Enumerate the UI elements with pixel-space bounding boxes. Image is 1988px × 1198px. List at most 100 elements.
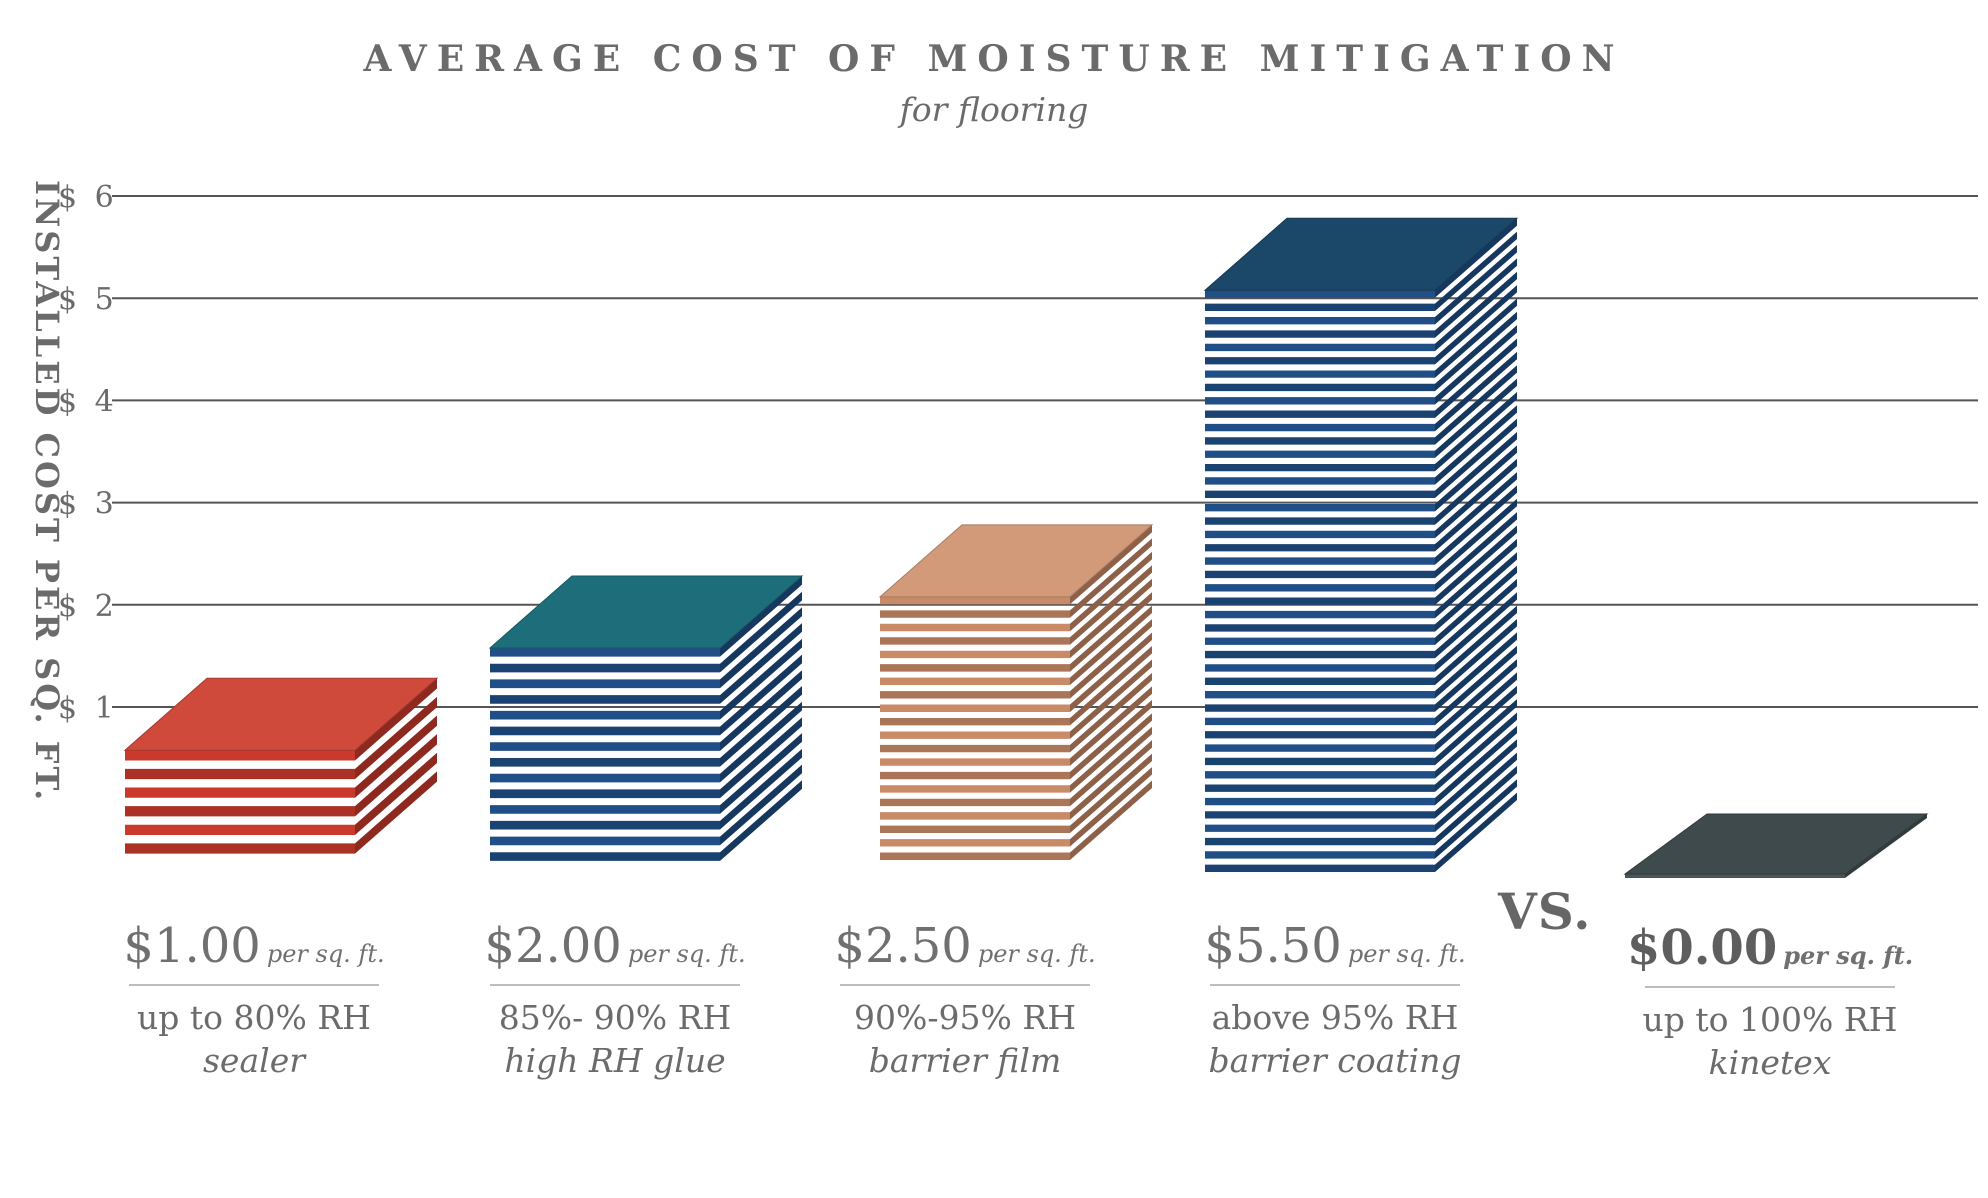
bar-layer bbox=[880, 704, 1070, 712]
bar-layer bbox=[1205, 584, 1435, 592]
bar-layer bbox=[1205, 597, 1435, 605]
bar-layer bbox=[1205, 490, 1435, 498]
bar-layer bbox=[880, 596, 1070, 605]
bar-layer bbox=[1205, 864, 1435, 872]
bar-layer bbox=[1205, 437, 1435, 445]
divider bbox=[490, 984, 740, 986]
bar-layer bbox=[1205, 744, 1435, 752]
price-unit: per sq. ft. bbox=[977, 940, 1096, 968]
bar-layer bbox=[1205, 477, 1435, 485]
bar-layer bbox=[490, 789, 720, 799]
y-tick-label: $ 5 bbox=[58, 282, 118, 317]
category-label: $0.00 per sq. ft. up to 100% RH kinetex bbox=[1610, 920, 1930, 1082]
bar-layer bbox=[1205, 410, 1435, 418]
bar-layer-side bbox=[1435, 365, 1517, 445]
bar-layer-side bbox=[720, 591, 802, 673]
bar-layer bbox=[1205, 624, 1435, 632]
bar-layer-side bbox=[1435, 525, 1517, 605]
bar-layer bbox=[880, 852, 1070, 860]
bar-layer-side bbox=[1435, 498, 1517, 579]
bar-layer-side bbox=[355, 734, 437, 817]
bar-layer-side bbox=[1435, 752, 1517, 832]
y-tick-label: $ 6 bbox=[58, 180, 118, 215]
bar-layer-side bbox=[1435, 765, 1517, 846]
bar-layer bbox=[1205, 650, 1435, 659]
bar-layer bbox=[1205, 731, 1435, 739]
bar-layer bbox=[1205, 837, 1435, 846]
bar-layer bbox=[125, 768, 355, 780]
bar-layer bbox=[1205, 517, 1435, 525]
bar-layer-side bbox=[1070, 645, 1152, 726]
bar-layer-side bbox=[1435, 338, 1517, 418]
product-label: barrier coating bbox=[1208, 1041, 1462, 1080]
bar-layer bbox=[1205, 797, 1435, 806]
bar-layer-side bbox=[1070, 578, 1152, 659]
bar-layer bbox=[1205, 423, 1435, 432]
bar-layer-side bbox=[1435, 405, 1517, 485]
y-tick-label: $ 1 bbox=[58, 691, 118, 726]
bar-layer-side bbox=[720, 733, 802, 814]
bar-top bbox=[1203, 217, 1519, 291]
bar-layer-side bbox=[1070, 740, 1152, 820]
divider bbox=[840, 984, 1090, 986]
bar-layer bbox=[125, 843, 355, 854]
bar-barrier-film bbox=[878, 524, 1154, 860]
bar-layer-side bbox=[1435, 218, 1517, 298]
bar-top bbox=[878, 524, 1154, 598]
bar-layer bbox=[1205, 450, 1435, 458]
bar-layer-side bbox=[1435, 605, 1517, 685]
category-label: $5.50 per sq. ft. above 95% RH barrier coat… bbox=[1175, 918, 1495, 1080]
price-unit: per sq. ft. bbox=[627, 940, 746, 968]
bar-layer bbox=[1205, 317, 1435, 325]
bar-layer bbox=[490, 742, 720, 751]
bar-layer-side bbox=[1070, 619, 1152, 699]
bar-layer-side bbox=[1070, 713, 1152, 793]
bar-top bbox=[1623, 813, 1929, 875]
rh-label: up to 80% RH bbox=[137, 998, 371, 1037]
bar-layer bbox=[1205, 343, 1435, 352]
bar-layer-side bbox=[720, 670, 802, 751]
bar-layer bbox=[1205, 824, 1435, 832]
bar-layer bbox=[880, 839, 1070, 847]
price-label: $0.00 per sq. ft. bbox=[1610, 920, 1930, 976]
bar-layer-side bbox=[1070, 767, 1152, 847]
bar-layer-side bbox=[1070, 605, 1152, 686]
bar-layer-side bbox=[1435, 418, 1517, 498]
bar-layer bbox=[1205, 691, 1435, 699]
y-tick-label: $ 4 bbox=[58, 384, 118, 419]
bar-layer-side bbox=[1070, 524, 1152, 605]
bar-layer bbox=[490, 852, 720, 861]
product-label: high RH glue bbox=[504, 1041, 726, 1080]
bar-layer bbox=[490, 773, 720, 783]
bar-layer bbox=[880, 691, 1070, 699]
bar-layer-side bbox=[1070, 659, 1152, 739]
bar-layer-side bbox=[1435, 645, 1517, 726]
bar-layer bbox=[1205, 504, 1435, 512]
bar-layer-side bbox=[355, 696, 437, 780]
bar-layer-side bbox=[1435, 619, 1517, 699]
bar-layer bbox=[490, 836, 720, 846]
bar-layer bbox=[1205, 530, 1435, 539]
bar-layer bbox=[490, 820, 720, 830]
bar-layer-side bbox=[1070, 538, 1152, 618]
bar-top bbox=[123, 677, 439, 751]
bar-layer bbox=[880, 610, 1070, 618]
bar-layer bbox=[490, 679, 720, 689]
bar-layer-side bbox=[1435, 792, 1517, 872]
bar-barrier-coating bbox=[1203, 217, 1519, 872]
category-label: $2.00 per sq. ft. 85%- 90% RH high RH glue bbox=[455, 918, 775, 1080]
bar-layer bbox=[1205, 397, 1435, 405]
bar-layer bbox=[880, 717, 1070, 726]
product-label: barrier film bbox=[868, 1041, 1062, 1080]
bar-layer-side bbox=[1435, 512, 1517, 592]
bar-layer-side bbox=[1435, 298, 1517, 378]
bar-layer bbox=[490, 710, 720, 720]
category-label: $1.00 per sq. ft. up to 80% RH sealer bbox=[94, 918, 414, 1080]
bar-layer-side bbox=[1435, 378, 1517, 458]
bar-layer bbox=[1205, 357, 1435, 365]
bar-layer bbox=[880, 731, 1070, 739]
price-label: $2.50 per sq. ft. bbox=[805, 918, 1125, 974]
bar-layer-side bbox=[1070, 632, 1152, 712]
divider bbox=[1645, 986, 1895, 988]
bar-layer-side bbox=[1070, 780, 1152, 860]
